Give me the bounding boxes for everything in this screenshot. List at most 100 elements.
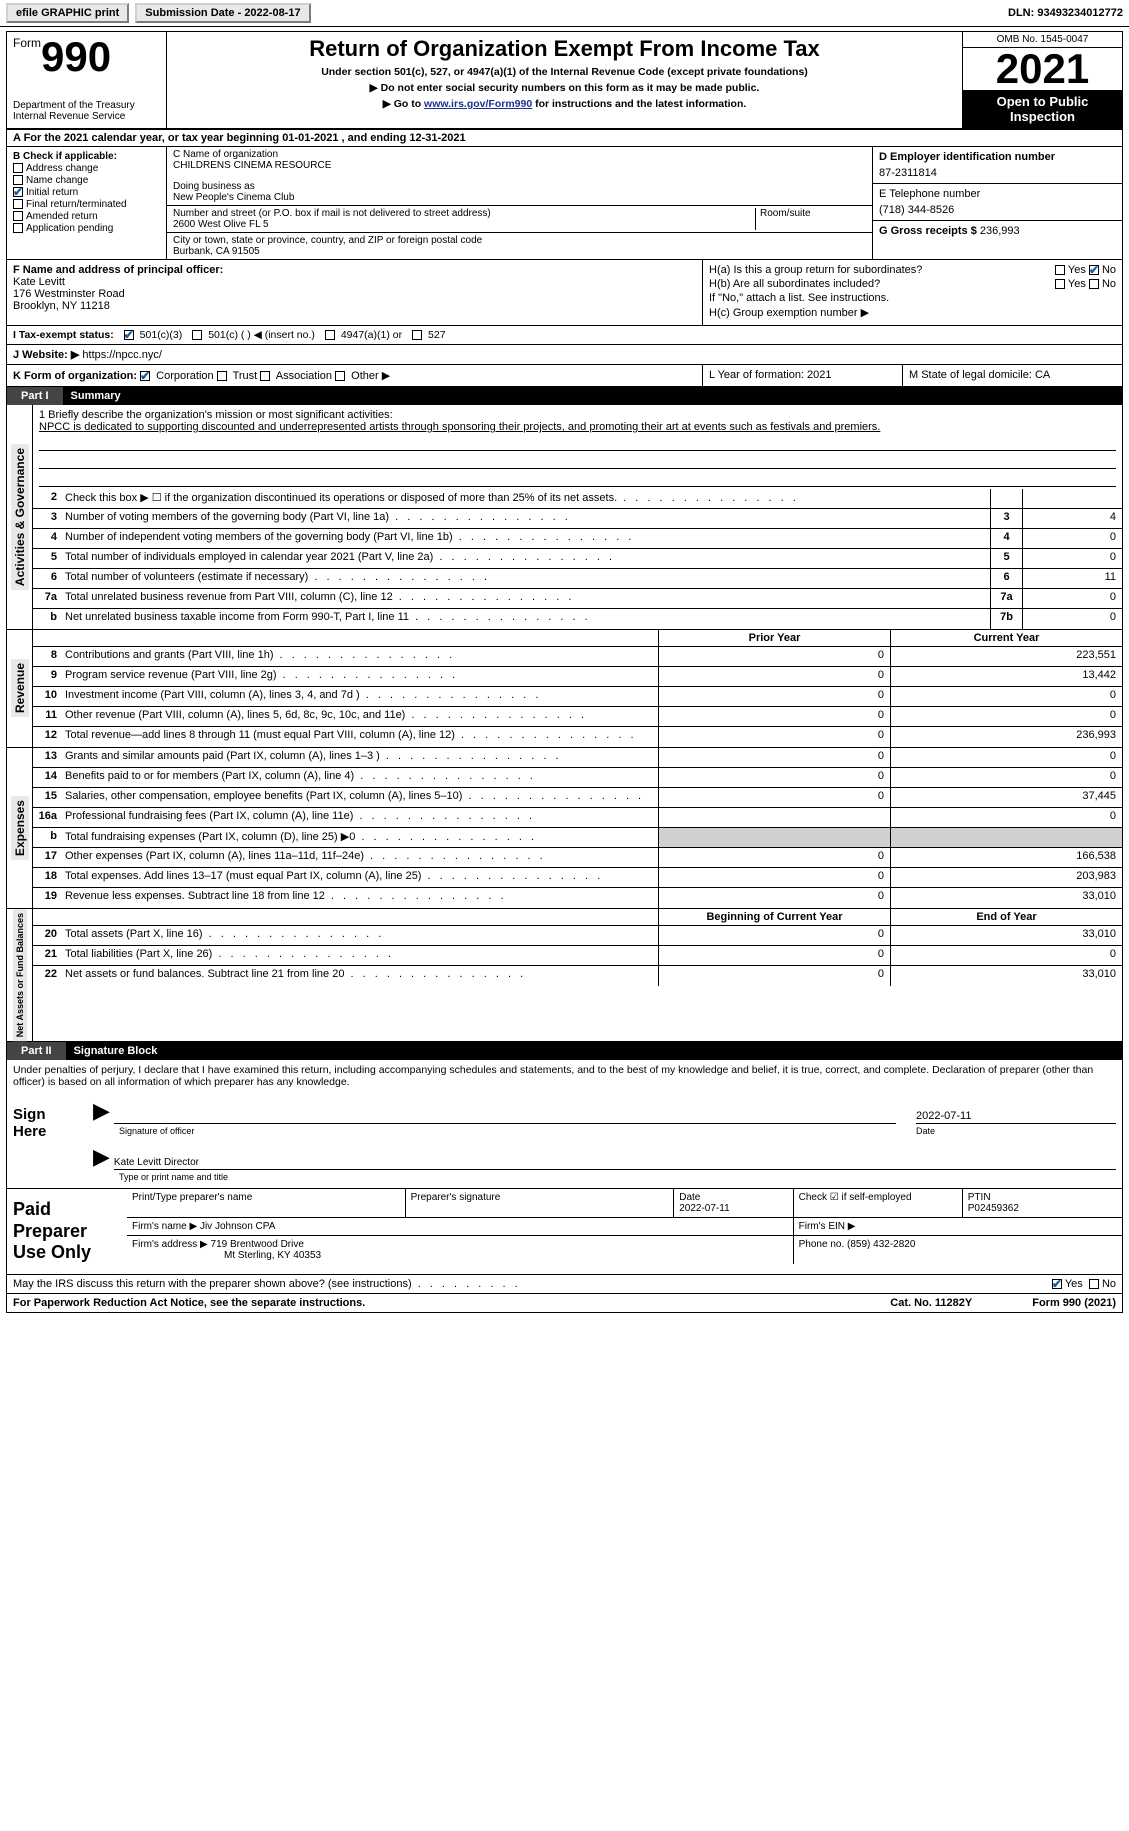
officer-addr1: 176 Westminster Road <box>13 288 696 300</box>
data-line: 19 Revenue less expenses. Subtract line … <box>33 888 1122 908</box>
officer-addr2: Brooklyn, NY 11218 <box>13 300 696 312</box>
firm-addr-label: Firm's address ▶ <box>132 1239 208 1250</box>
efile-print-button[interactable]: efile GRAPHIC print <box>6 3 129 23</box>
gov-line: 7a Total unrelated business revenue from… <box>33 589 1122 609</box>
gov-line: 6 Total number of volunteers (estimate i… <box>33 569 1122 589</box>
part2-label: Part II <box>7 1042 66 1060</box>
col-d-e-g: D Employer identification number 87-2311… <box>872 147 1122 259</box>
data-line: 9 Program service revenue (Part VIII, li… <box>33 667 1122 687</box>
prep-name-label: Print/Type preparer's name <box>127 1189 406 1217</box>
i-label: I Tax-exempt status: <box>13 329 114 341</box>
sign-date: 2022-07-11 <box>916 1110 1116 1124</box>
paid-preparer-label: Paid Preparer Use Only <box>7 1189 127 1274</box>
data-line: 8 Contributions and grants (Part VIII, l… <box>33 647 1122 667</box>
data-line: 14 Benefits paid to or for members (Part… <box>33 768 1122 788</box>
l-year-formation: L Year of formation: 2021 <box>702 365 902 386</box>
data-line: 18 Total expenses. Add lines 13–17 (must… <box>33 868 1122 888</box>
form-subtitle: Under section 501(c), 527, or 4947(a)(1)… <box>173 66 956 78</box>
data-line: 12 Total revenue—add lines 8 through 11 … <box>33 727 1122 747</box>
ha-yes[interactable] <box>1055 265 1065 275</box>
part1-title: Summary <box>71 387 121 405</box>
firm-phone: (859) 432-2820 <box>847 1239 915 1250</box>
cb-other[interactable] <box>335 371 345 381</box>
data-line: 15 Salaries, other compensation, employe… <box>33 788 1122 808</box>
header-left: Form990 Department of the Treasury Inter… <box>7 32 167 128</box>
cb-initial-return[interactable] <box>13 187 23 197</box>
form-990: Form990 Department of the Treasury Inter… <box>6 31 1123 1313</box>
section-b-block: B Check if applicable: Address change Na… <box>7 147 1122 260</box>
cb-501c[interactable] <box>192 330 202 340</box>
addr-label: Number and street (or P.O. box if mail i… <box>173 208 751 219</box>
hb-label: H(b) Are all subordinates included? <box>709 278 880 290</box>
mission-line3 <box>39 473 1116 487</box>
cat-no: Cat. No. 11282Y <box>890 1297 972 1309</box>
room-label: Room/suite <box>756 208 866 230</box>
cb-4947[interactable] <box>325 330 335 340</box>
ptin-value: P02459362 <box>968 1203 1019 1214</box>
firm-name: Jiv Johnson CPA <box>200 1221 275 1232</box>
bal-header: Beginning of Current Year End of Year <box>33 909 1122 926</box>
part1-bar: Part I Summary <box>7 387 1122 405</box>
dln-label: DLN: 93493234012772 <box>1008 7 1123 19</box>
paid-preparer-block: Paid Preparer Use Only Print/Type prepar… <box>7 1189 1122 1275</box>
part2-bar: Part II Signature Block <box>7 1042 1122 1060</box>
cb-trust[interactable] <box>217 371 227 381</box>
cb-501c3[interactable] <box>124 330 134 340</box>
form-number: 990 <box>41 33 111 80</box>
prep-sig-label: Preparer's signature <box>406 1189 675 1217</box>
prep-date-label: Date <box>679 1192 700 1203</box>
rev-header: Prior Year Current Year <box>33 630 1122 647</box>
cb-corp[interactable] <box>140 371 150 381</box>
c-label: C Name of organization <box>173 149 866 160</box>
cb-address-change[interactable] <box>13 163 23 173</box>
cb-527[interactable] <box>412 330 422 340</box>
gov-line: 2 Check this box ▶ ☐ if the organization… <box>33 489 1122 509</box>
row-a-calendar-year: A For the 2021 calendar year, or tax yea… <box>7 130 1122 147</box>
ssn-note: ▶ Do not enter social security numbers o… <box>173 82 956 94</box>
prior-year-head: Prior Year <box>658 630 890 646</box>
dba-label: Doing business as <box>173 181 866 192</box>
row-i-tax-status: I Tax-exempt status: 501(c)(3) 501(c) ( … <box>7 326 1122 345</box>
cb-name-change[interactable] <box>13 175 23 185</box>
cb-amended-return[interactable] <box>13 211 23 221</box>
submission-date-button[interactable]: Submission Date - 2022-08-17 <box>135 3 310 23</box>
officer-name: Kate Levitt <box>13 276 696 288</box>
mission-block: 1 Briefly describe the organization's mi… <box>33 405 1122 489</box>
ein-value: 87-2311814 <box>879 167 1116 179</box>
officer-signature[interactable] <box>114 1122 896 1124</box>
header-mid: Return of Organization Exempt From Incom… <box>167 32 962 128</box>
gov-line: 5 Total number of individuals employed i… <box>33 549 1122 569</box>
hb-note: If "No," attach a list. See instructions… <box>709 292 1116 304</box>
mission-q: 1 Briefly describe the organization's mi… <box>39 409 1116 421</box>
data-line: 11 Other revenue (Part VIII, column (A),… <box>33 707 1122 727</box>
data-line: 16a Professional fundraising fees (Part … <box>33 808 1122 828</box>
current-year-head: Current Year <box>890 630 1122 646</box>
city-label: City or town, state or province, country… <box>173 235 866 246</box>
discuss-no[interactable] <box>1089 1279 1099 1289</box>
cb-application-pending[interactable] <box>13 223 23 233</box>
data-line: 21 Total liabilities (Part X, line 26) 0… <box>33 946 1122 966</box>
hb-yes[interactable] <box>1055 279 1065 289</box>
goto-note: ▶ Go to www.irs.gov/Form990 for instruct… <box>173 98 956 110</box>
form-header: Form990 Department of the Treasury Inter… <box>7 32 1122 130</box>
irs-link[interactable]: www.irs.gov/Form990 <box>424 98 532 110</box>
cb-assoc[interactable] <box>260 371 270 381</box>
data-line: 13 Grants and similar amounts paid (Part… <box>33 748 1122 768</box>
top-bar: efile GRAPHIC print Submission Date - 20… <box>0 0 1129 27</box>
cb-final-return[interactable] <box>13 199 23 209</box>
col-c-org-info: C Name of organization CHILDRENS CINEMA … <box>167 147 872 259</box>
discuss-yes[interactable] <box>1052 1279 1062 1289</box>
g-label: G Gross receipts $ <box>879 225 977 237</box>
ha-no[interactable] <box>1089 265 1099 275</box>
arrow-icon: ▶ <box>93 1144 110 1170</box>
hb-no[interactable] <box>1089 279 1099 289</box>
section-expenses: Expenses 13 Grants and similar amounts p… <box>7 748 1122 909</box>
ha-label: H(a) Is this a group return for subordin… <box>709 264 922 276</box>
dept-label: Department of the Treasury Internal Reve… <box>13 100 160 122</box>
side-exp: Expenses <box>11 796 29 860</box>
section-governance: Activities & Governance 1 Briefly descri… <box>7 405 1122 630</box>
prep-date: 2022-07-11 <box>679 1203 729 1214</box>
side-gov: Activities & Governance <box>11 444 29 590</box>
firm-addr2: Mt Sterling, KY 40353 <box>224 1250 321 1261</box>
b-label: B Check if applicable: <box>13 151 160 162</box>
